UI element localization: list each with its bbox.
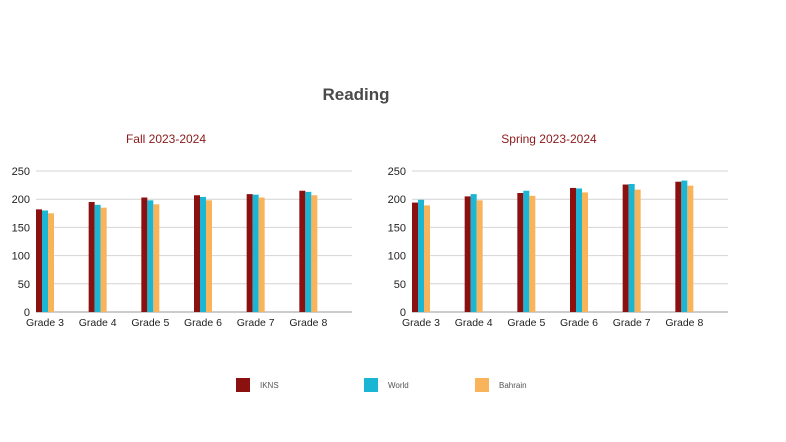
x-tick-label: Grade 6 [184,317,222,329]
y-tick-label: 100 [12,251,30,263]
legend-item-bahrain: Bahrain [475,378,527,392]
y-tick-label: 200 [12,194,30,206]
bar-ikns-grade-7 [246,194,253,312]
legend-item-ikns: IKNS [236,378,279,392]
chart-title-spring: Spring 2023-2024 [501,132,597,146]
bar-bahrain-grade-4 [476,200,483,312]
bar-world-grade-8 [305,191,312,312]
bar-bahrain-grade-6 [206,200,212,312]
legend-swatch-ikns [236,378,250,392]
bar-bahrain-grade-8 [687,185,694,312]
bar-bahrain-grade-7 [634,189,641,312]
bar-ikns-grade-4 [464,196,471,312]
legend: IKNS World Bahrain [0,378,786,398]
x-tick-label: Grade 6 [560,317,598,329]
bar-bahrain-grade-4 [100,207,107,312]
x-tick-label: Grade 7 [613,317,651,329]
bar-ikns-grade-3 [412,202,418,312]
x-tick-label: Grade 8 [289,317,327,329]
y-tick-label: 50 [18,279,30,291]
legend-label-ikns: IKNS [260,380,279,390]
bar-world-grade-4 [94,204,101,312]
y-tick-label: 0 [24,307,30,319]
bar-ikns-grade-8 [299,190,306,312]
bar-ikns-grade-6 [570,187,576,312]
bar-world-grade-3 [418,199,424,312]
x-tick-label: Grade 5 [507,317,545,329]
bar-world-grade-6 [200,196,206,312]
y-tick-label: 250 [12,166,30,178]
legend-swatch-world [364,378,378,392]
x-tick-label: Grade 4 [455,317,493,329]
page-title: Reading [322,85,390,104]
bar-ikns-grade-6 [194,195,200,312]
bar-ikns-grade-3 [36,209,42,312]
bar-ikns-grade-5 [517,192,524,312]
x-tick-label: Grade 3 [402,317,440,329]
x-tick-label: Grade 3 [26,317,64,329]
x-tick-label: Grade 4 [79,317,117,329]
bar-ikns-grade-7 [622,184,629,312]
bar-world-grade-4 [470,194,477,312]
bar-world-grade-5 [523,190,530,312]
x-tick-label: Grade 7 [237,317,275,329]
bar-bahrain-grade-3 [48,213,54,312]
bar-ikns-grade-5 [141,197,148,312]
bar-world-grade-7 [252,194,259,312]
legend-item-world: World [364,378,409,392]
legend-swatch-bahrain [475,378,489,392]
bar-bahrain-grade-7 [258,197,265,312]
bar-world-grade-5 [147,200,154,312]
y-tick-label: 250 [388,166,406,178]
bar-ikns-grade-8 [675,181,682,312]
y-tick-label: 150 [388,222,406,234]
bar-world-grade-3 [42,210,48,312]
bar-bahrain-grade-8 [311,195,318,312]
y-tick-label: 50 [394,279,406,291]
y-tick-label: 100 [388,251,406,263]
y-tick-label: 150 [12,222,30,234]
bar-bahrain-grade-3 [424,205,430,312]
bar-bahrain-grade-5 [529,195,536,312]
chart-title-fall: Fall 2023-2024 [125,132,207,146]
x-tick-label: Grade 8 [665,317,703,329]
legend-label-bahrain: Bahrain [499,380,527,390]
y-tick-label: 0 [400,307,406,319]
bar-world-grade-7 [628,183,635,312]
legend-label-world: World [388,380,409,390]
bar-ikns-grade-4 [88,202,95,312]
bar-world-grade-6 [576,188,582,312]
bar-bahrain-grade-6 [582,192,588,312]
bar-world-grade-8 [681,180,688,312]
bar-bahrain-grade-5 [153,204,160,312]
y-tick-label: 200 [388,194,406,206]
x-tick-label: Grade 5 [131,317,169,329]
